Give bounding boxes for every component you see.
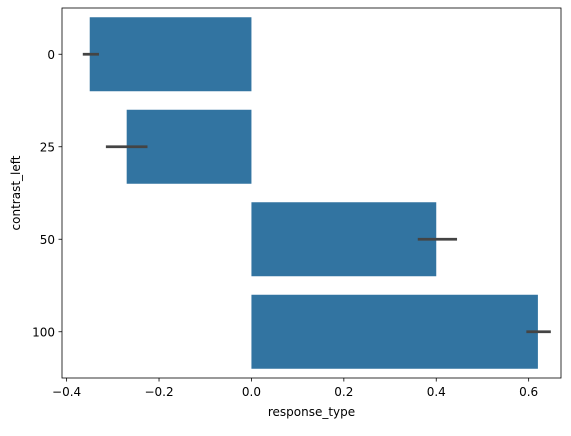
bar-50 <box>251 202 437 277</box>
y-tick-label-100: 100 <box>32 325 55 339</box>
x-tick-label-2: 0.0 <box>242 385 261 399</box>
y-tick-label-50: 50 <box>40 233 55 247</box>
bar-0 <box>89 17 252 92</box>
error-bars-layer <box>82 52 551 334</box>
y-tick-label-0: 0 <box>47 48 55 62</box>
x-tick-label-3: 0.2 <box>334 385 353 399</box>
y-axis-ticks: 0 25 50 100 <box>32 48 62 339</box>
x-tick-label-5: 0.6 <box>519 385 538 399</box>
x-tick-label-0: −0.4 <box>52 385 81 399</box>
x-axis-ticks: −0.4 −0.2 0.0 0.2 0.4 0.6 <box>52 378 538 399</box>
x-tick-label-1: −0.2 <box>144 385 173 399</box>
x-tick-label-4: 0.4 <box>427 385 446 399</box>
x-axis-label: response_type <box>268 405 355 419</box>
bars-layer <box>89 17 538 369</box>
plot-frame <box>61 7 562 379</box>
bar-100 <box>251 294 538 369</box>
y-axis-label: contrast_left <box>9 155 23 230</box>
y-tick-label-25: 25 <box>40 140 55 154</box>
